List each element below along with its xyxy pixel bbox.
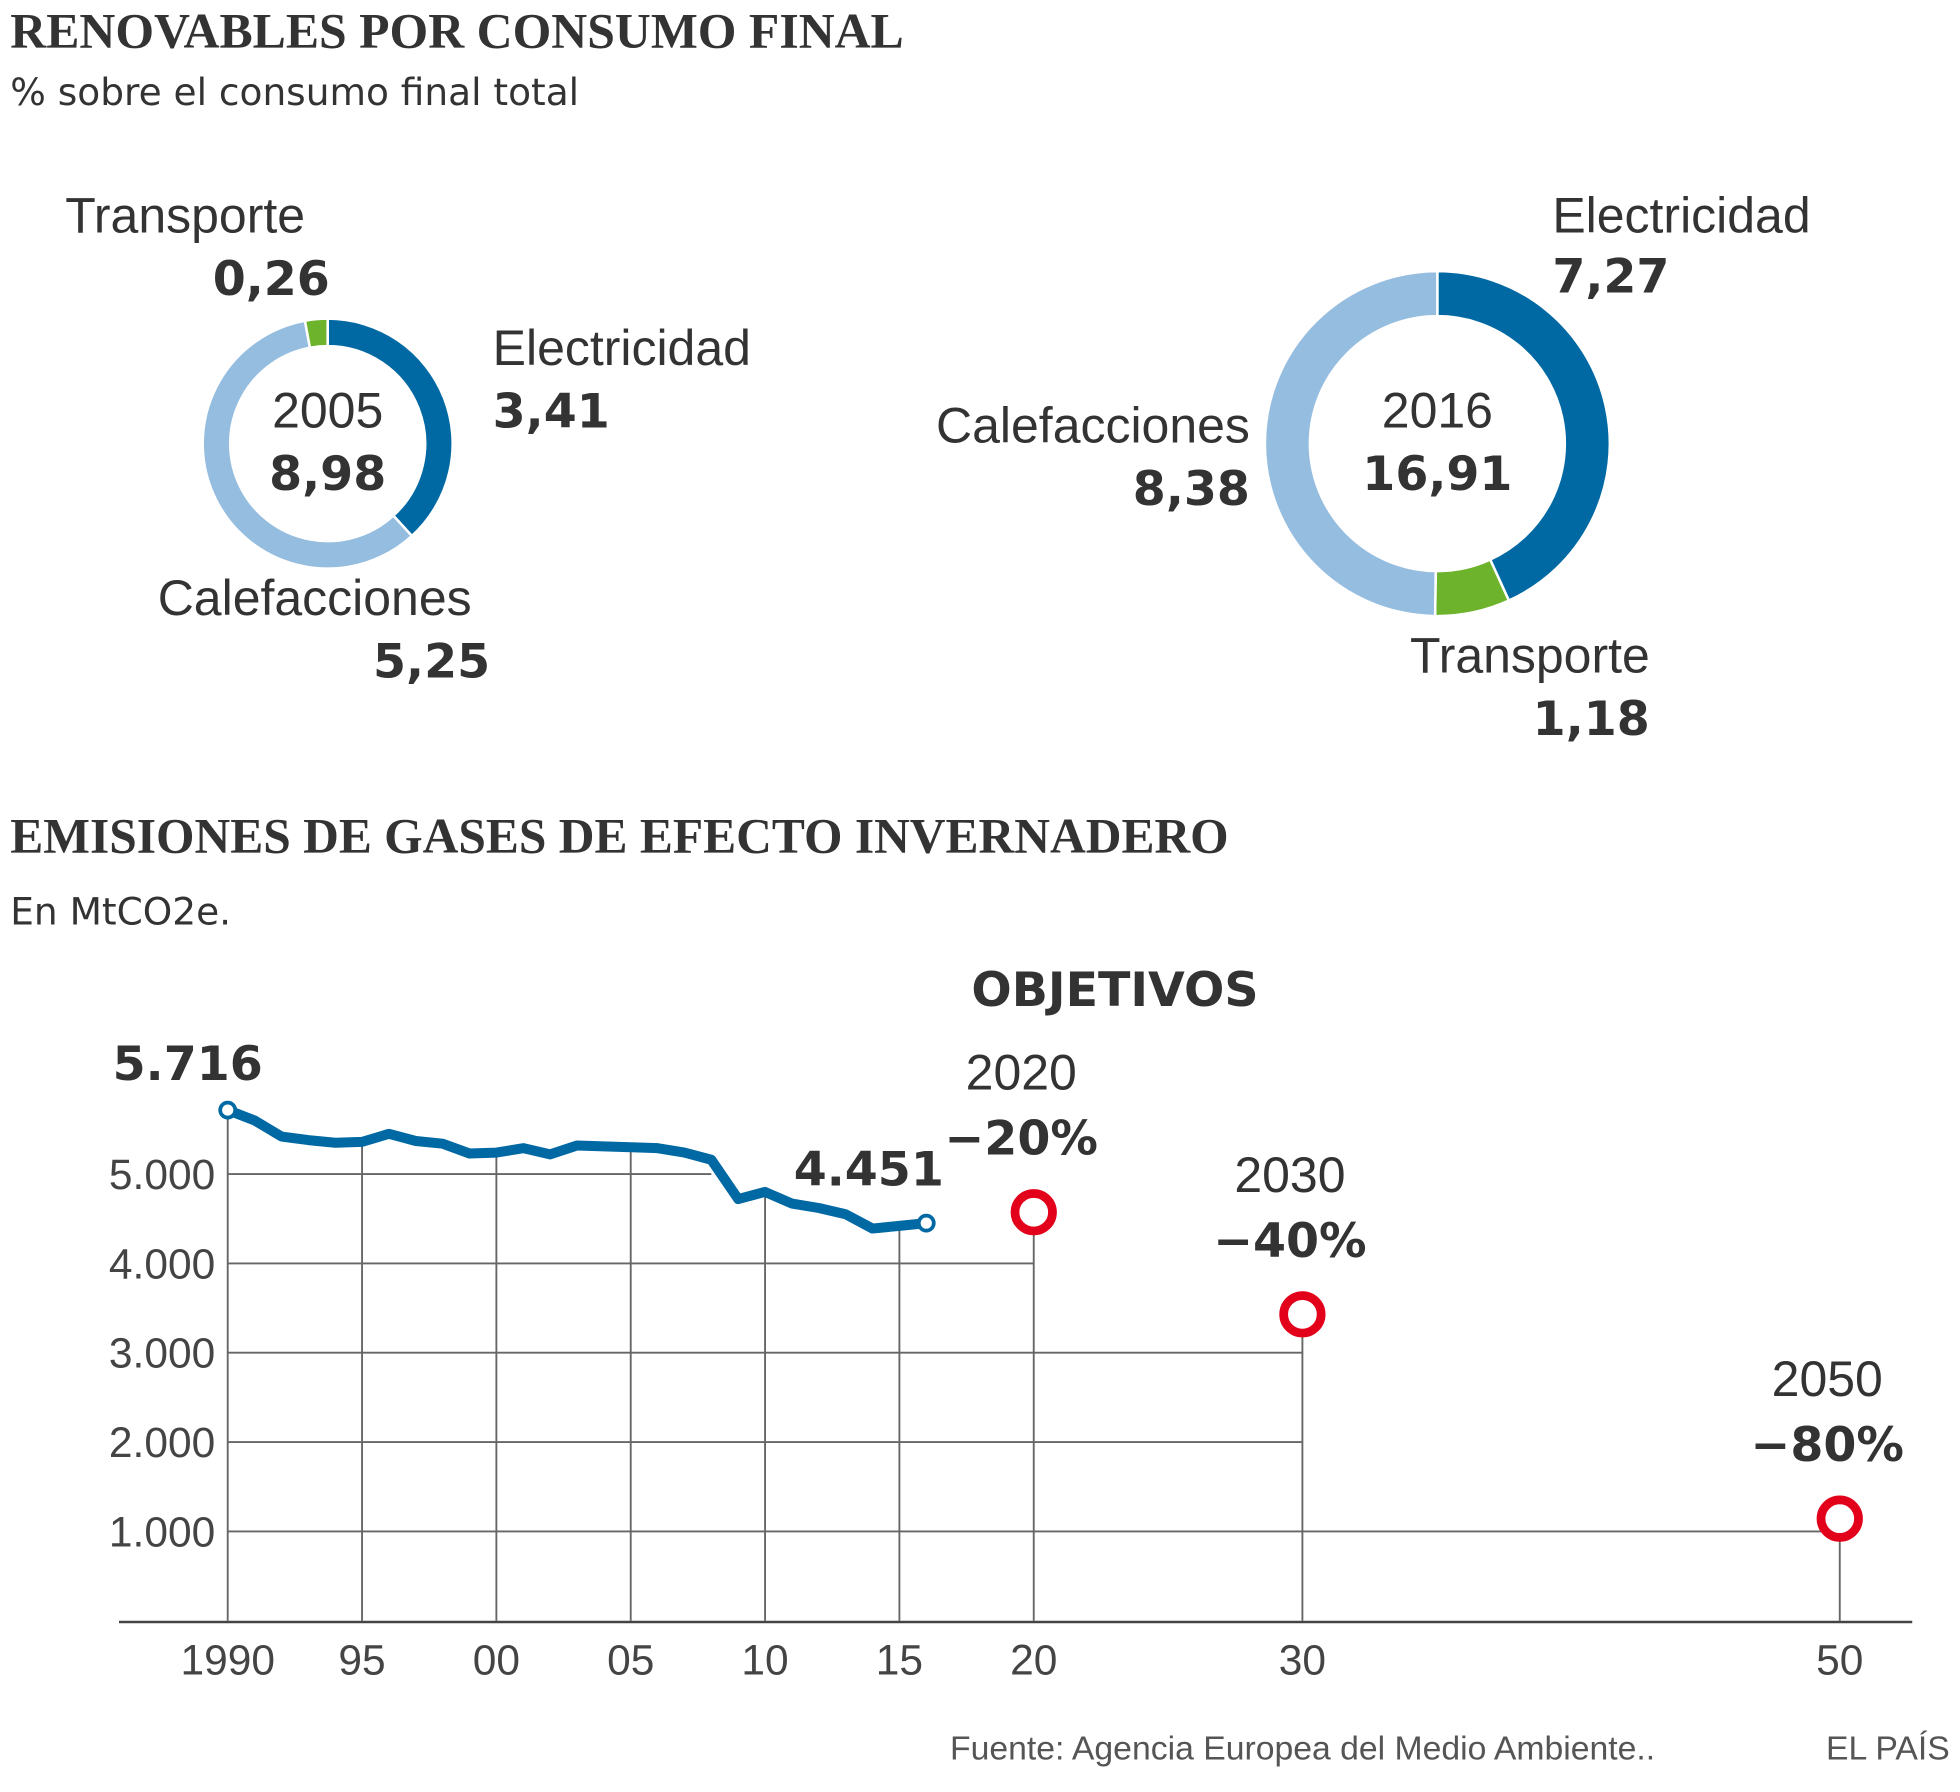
target-pct: −80% [1751,1418,1904,1473]
slice-electricidad [1436,269,1612,603]
y-tick-label: 1.000 [109,1509,215,1556]
brand-credit: EL PAÍS [1826,1730,1950,1768]
d1-total: 8,98 [269,447,386,502]
d1-transporte-label: Transporte [65,187,305,243]
d2-calefacciones-label: Calefacciones [936,397,1250,453]
x-tick-label: 00 [473,1638,520,1685]
target-year: 2020 [966,1045,1077,1101]
target-marker [1279,1291,1326,1338]
source-note: Fuente: Agencia Europea del Medio Ambien… [950,1730,1655,1768]
d1-year: 2005 [272,382,383,438]
section2-subtitle: En MtCO2e. [10,890,231,934]
d2-transporte-label: Transporte [1410,627,1650,683]
endpoint-marker [218,1100,238,1120]
d1-calefacciones-value: 5,25 [373,634,490,689]
x-tick-label: 95 [338,1638,385,1685]
d2-calefacciones-value: 8,38 [1133,462,1250,517]
d1-transporte-value: 0,26 [213,252,330,307]
section1-title: RENOVABLES POR CONSUMO FINAL [10,2,904,58]
y-tick-label: 4.000 [109,1241,215,1288]
objetivos-label: OBJETIVOS [971,963,1258,1018]
y-tick-label: 3.000 [109,1331,215,1378]
d1-calefacciones-label: Calefacciones [158,570,472,626]
y-tick-label: 2.000 [109,1420,215,1467]
data-label: 5.716 [113,1037,263,1092]
d2-electricidad-label: Electricidad [1552,187,1810,243]
donut-2005 [201,317,454,570]
d1-electricidad-label: Electricidad [493,320,751,376]
d1-electricidad-value: 3,41 [493,384,610,439]
x-tick-label: 20 [1010,1638,1057,1685]
d2-year: 2016 [1382,382,1493,438]
target-marker [1816,1495,1863,1542]
endpoint-marker [916,1213,936,1233]
target-pct: −20% [945,1112,1098,1167]
target-year: 2050 [1772,1351,1883,1407]
section1-subtitle: % sobre el consumo final total [10,70,579,114]
d2-total: 16,91 [1362,447,1512,502]
emissions-line-chart: 1.000 2.000 3.000 4.000 5.000 1990 95 00 05 10 15 2… [109,1037,1913,1685]
slice-transporte [303,317,329,350]
x-tick-label: 50 [1816,1638,1863,1685]
x-tick-label: 15 [876,1638,923,1685]
y-tick-label: 5.000 [109,1152,215,1199]
x-tick-label: 10 [741,1638,788,1685]
slice-calefacciones [201,319,414,570]
data-label: 4.451 [794,1143,944,1198]
x-tick-label: 05 [607,1638,654,1685]
x-tick-label: 1990 [180,1638,274,1685]
d2-electricidad-value: 7,27 [1552,249,1669,304]
d2-transporte-value: 1,18 [1533,692,1650,747]
target-year: 2030 [1234,1147,1345,1203]
emissions-line [225,1105,927,1234]
donut-2016 [1263,269,1612,618]
slice-calefacciones [1263,269,1439,618]
target-marker [1010,1189,1057,1236]
x-tick-label: 30 [1279,1638,1326,1685]
target-pct: −40% [1213,1214,1366,1269]
section2-title: EMISIONES DE GASES DE EFECTO INVERNADERO [10,807,1228,863]
